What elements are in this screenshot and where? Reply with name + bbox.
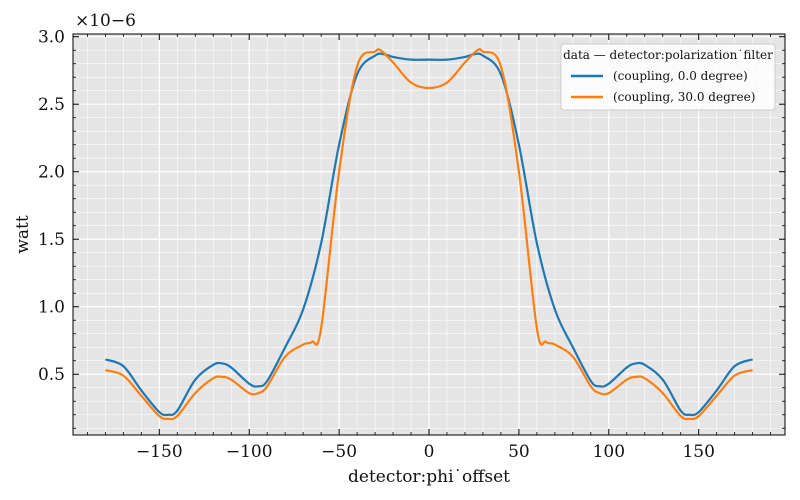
series-layer xyxy=(104,48,754,421)
y-axis-multiplier: ×10−6 xyxy=(75,11,136,31)
x-tick-label: 150 xyxy=(682,442,714,462)
x-tick-label: 50 xyxy=(508,442,530,462)
x-tick-label: 0 xyxy=(424,442,435,462)
series-line-1 xyxy=(104,52,754,417)
x-tick-label: −100 xyxy=(226,442,273,462)
x-tick-label: 100 xyxy=(593,442,625,462)
legend-label-1: (coupling, 0.0 degree) xyxy=(613,69,748,83)
y-tick-label: 2.0 xyxy=(38,163,65,183)
x-axis-label: detector:phi˙offset xyxy=(348,467,510,487)
legend-box xyxy=(560,43,776,111)
legend-label-2: (coupling, 30.0 degree) xyxy=(613,90,755,104)
y-tick-label: 0.5 xyxy=(38,365,65,385)
y-tick-label: 1.5 xyxy=(38,230,65,250)
y-tick-label: 2.5 xyxy=(38,95,65,115)
y-tick-label: 1.0 xyxy=(38,298,65,318)
x-axis-ticks: −150 −100 −50 0 50 100 150 xyxy=(86,34,772,462)
y-tick-label: 3.0 xyxy=(38,28,65,48)
series-line-2 xyxy=(105,48,753,421)
y-axis-ticks: 0.5 1.0 1.5 2.0 2.5 3.0 xyxy=(38,28,785,429)
y-axis-label: watt xyxy=(13,215,33,254)
legend-entries: (coupling, 0.0 degree) (coupling, 30.0 de… xyxy=(571,69,755,104)
x-tick-label: −150 xyxy=(136,442,183,462)
x-tick-label: −50 xyxy=(321,442,357,462)
legend-title: data — detector:polarization˙filter xyxy=(563,48,773,62)
legend: data — detector:polarization˙filter (cou… xyxy=(560,43,776,111)
